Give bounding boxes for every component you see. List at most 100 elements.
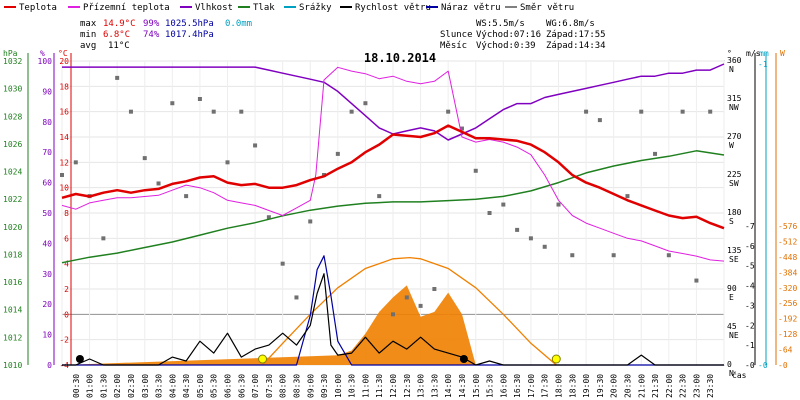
stat-min-temp: 6.8°C — [103, 30, 130, 40]
pct-tick: 50 — [42, 209, 52, 218]
x-tick: 01:00 — [86, 374, 95, 398]
x-tick: 18:30 — [568, 374, 577, 398]
dir-tick-name: SW — [729, 179, 739, 188]
ms-tick: -4 — [745, 282, 755, 291]
temp-tick: 10 — [59, 184, 69, 193]
sun-rise: Východ:07:16 — [476, 30, 541, 40]
x-tick: 04:30 — [182, 374, 191, 398]
wind-direction-point — [473, 168, 478, 173]
ms-tick: -0 — [745, 361, 755, 370]
dir-tick-deg: 315 — [727, 94, 742, 103]
pct-tick: 30 — [42, 270, 52, 279]
w-tick: -448 — [778, 253, 797, 262]
x-tick: 20:30 — [623, 374, 632, 398]
series-line — [62, 273, 724, 366]
temp-axis-label: °C — [58, 49, 68, 58]
x-tick: 12:00 — [389, 374, 398, 398]
dir-tick-name: NE — [729, 331, 739, 340]
dir-tick-name: N — [729, 65, 734, 74]
pct-tick: 20 — [42, 300, 52, 309]
ms-tick: -6 — [745, 242, 755, 251]
x-tick: 11:30 — [375, 374, 384, 398]
hpa-tick: 1026 — [3, 140, 22, 149]
hpa-tick: 1030 — [3, 85, 22, 94]
series-line — [62, 255, 724, 366]
x-tick: 13:30 — [430, 374, 439, 398]
w-tick: -0 — [778, 361, 788, 370]
wind-direction-point — [528, 236, 533, 241]
wind-direction-point — [391, 312, 395, 317]
moon-label: Měsíc — [440, 41, 467, 51]
wind-direction-point — [73, 160, 78, 165]
stat-min-press: 1017.4hPa — [165, 30, 214, 40]
w-tick: -576 — [778, 222, 797, 231]
dir-tick-name: E — [729, 293, 734, 302]
x-tick: 19:00 — [582, 374, 591, 398]
dir-tick-name: S — [729, 217, 734, 226]
x-tick: 07:00 — [251, 374, 260, 398]
stat-max-press: 1025.5hPa — [165, 19, 214, 29]
legend-label: Náraz větru — [441, 3, 501, 13]
moon-set: Západ:14:34 — [546, 41, 606, 51]
temp-tick: 4 — [64, 260, 69, 269]
wind-direction-point — [349, 109, 354, 114]
sunrise-marker — [258, 354, 268, 364]
sunset-marker — [551, 354, 561, 364]
pct-tick: 80 — [42, 118, 52, 127]
x-tick: 07:30 — [265, 374, 274, 398]
legend-label: Přízemní teplota — [83, 3, 170, 13]
w-tick: -128 — [778, 330, 797, 339]
temp-tick: 12 — [59, 158, 69, 167]
x-tick: 23:30 — [706, 374, 715, 398]
hpa-axis-label: hPa — [3, 49, 18, 58]
wind-direction-point — [377, 194, 382, 199]
x-tick: 05:30 — [210, 374, 219, 398]
solar-radiation-area — [62, 285, 724, 365]
x-tick: 15:30 — [486, 374, 495, 398]
dir-tick-deg: 90 — [727, 284, 737, 293]
hpa-tick: 1028 — [3, 112, 22, 121]
x-tick: 21:30 — [651, 374, 660, 398]
dir-tick-deg: 0 — [727, 360, 732, 369]
x-tick: 13:00 — [417, 374, 426, 398]
wind-direction-point — [625, 194, 630, 199]
wind-direction-point — [335, 151, 340, 156]
x-tick: 08:30 — [292, 374, 301, 398]
wind-direction-point — [225, 160, 230, 165]
pct-axis-label: % — [40, 49, 45, 58]
wind-direction-point — [432, 287, 437, 291]
wind-direction-point — [308, 219, 313, 224]
dir-tick-deg: 270 — [727, 132, 742, 141]
temp-tick: -2 — [59, 336, 69, 345]
x-tick: 14:00 — [444, 374, 453, 398]
hpa-tick: 1010 — [3, 361, 22, 370]
wind-direction-point — [597, 118, 602, 123]
hpa-tick: 1022 — [3, 195, 22, 204]
wind-direction-point — [694, 278, 699, 283]
wind-direction-point — [142, 156, 147, 161]
x-tick: 22:00 — [665, 374, 674, 398]
x-tick: 23:00 — [692, 374, 701, 398]
pct-tick: 10 — [42, 331, 52, 340]
wind-ws: WS:5.5m/s — [476, 19, 525, 29]
mm-axis-label: mm — [759, 49, 769, 58]
stat-avg-label: avg — [80, 41, 96, 51]
w-axis-label: W — [780, 49, 785, 58]
wind-direction-point — [253, 143, 258, 148]
wind-direction-point — [156, 181, 161, 186]
ms-tick: -2 — [745, 321, 755, 330]
series-line — [61, 66, 725, 262]
pct-tick: 60 — [42, 179, 52, 188]
stat-avg-temp: 11°C — [108, 41, 130, 51]
legend-label: Rychlost větru — [355, 3, 431, 13]
pct-tick: 70 — [42, 148, 52, 157]
hpa-tick: 1016 — [3, 278, 22, 287]
dir-tick-deg: 225 — [727, 170, 742, 179]
wind-direction-point — [211, 109, 216, 114]
x-tick: 00:30 — [72, 374, 81, 398]
w-tick: -384 — [778, 268, 797, 277]
temp-tick: 16 — [59, 108, 69, 117]
dir-tick-name: NW — [729, 103, 739, 112]
x-tick: 06:00 — [224, 374, 233, 398]
